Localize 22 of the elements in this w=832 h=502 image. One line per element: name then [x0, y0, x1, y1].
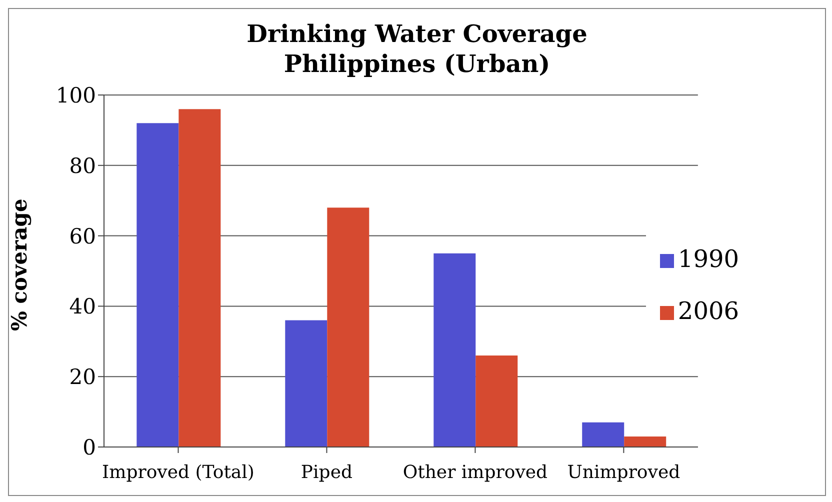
legend-label: 2006 — [678, 297, 739, 325]
y-tick-label: 40 — [69, 294, 96, 319]
y-tick-label: 20 — [69, 365, 96, 390]
y-tick-label: 100 — [56, 83, 96, 108]
y-tick-label: 60 — [69, 224, 96, 248]
bar — [136, 123, 179, 447]
chart-title: Drinking Water Coverage Philippines (Urban) — [246, 19, 588, 79]
bar — [178, 109, 221, 447]
y-axis-title: % coverage — [6, 198, 32, 331]
bar — [582, 422, 624, 447]
x-tick-label: Improved (Total) — [102, 462, 254, 483]
x-tick-label: Piped — [300, 462, 353, 483]
bar — [624, 436, 666, 447]
x-tick-label: Other improved — [402, 462, 548, 483]
bar — [434, 253, 476, 447]
y-tick-label: 80 — [69, 154, 96, 178]
y-tick-label: 0 — [82, 435, 96, 460]
bar — [285, 320, 328, 447]
bar — [327, 208, 370, 447]
bar — [476, 355, 518, 447]
x-tick-label: Unimproved — [567, 462, 680, 483]
legend-label: 1990 — [678, 245, 739, 273]
